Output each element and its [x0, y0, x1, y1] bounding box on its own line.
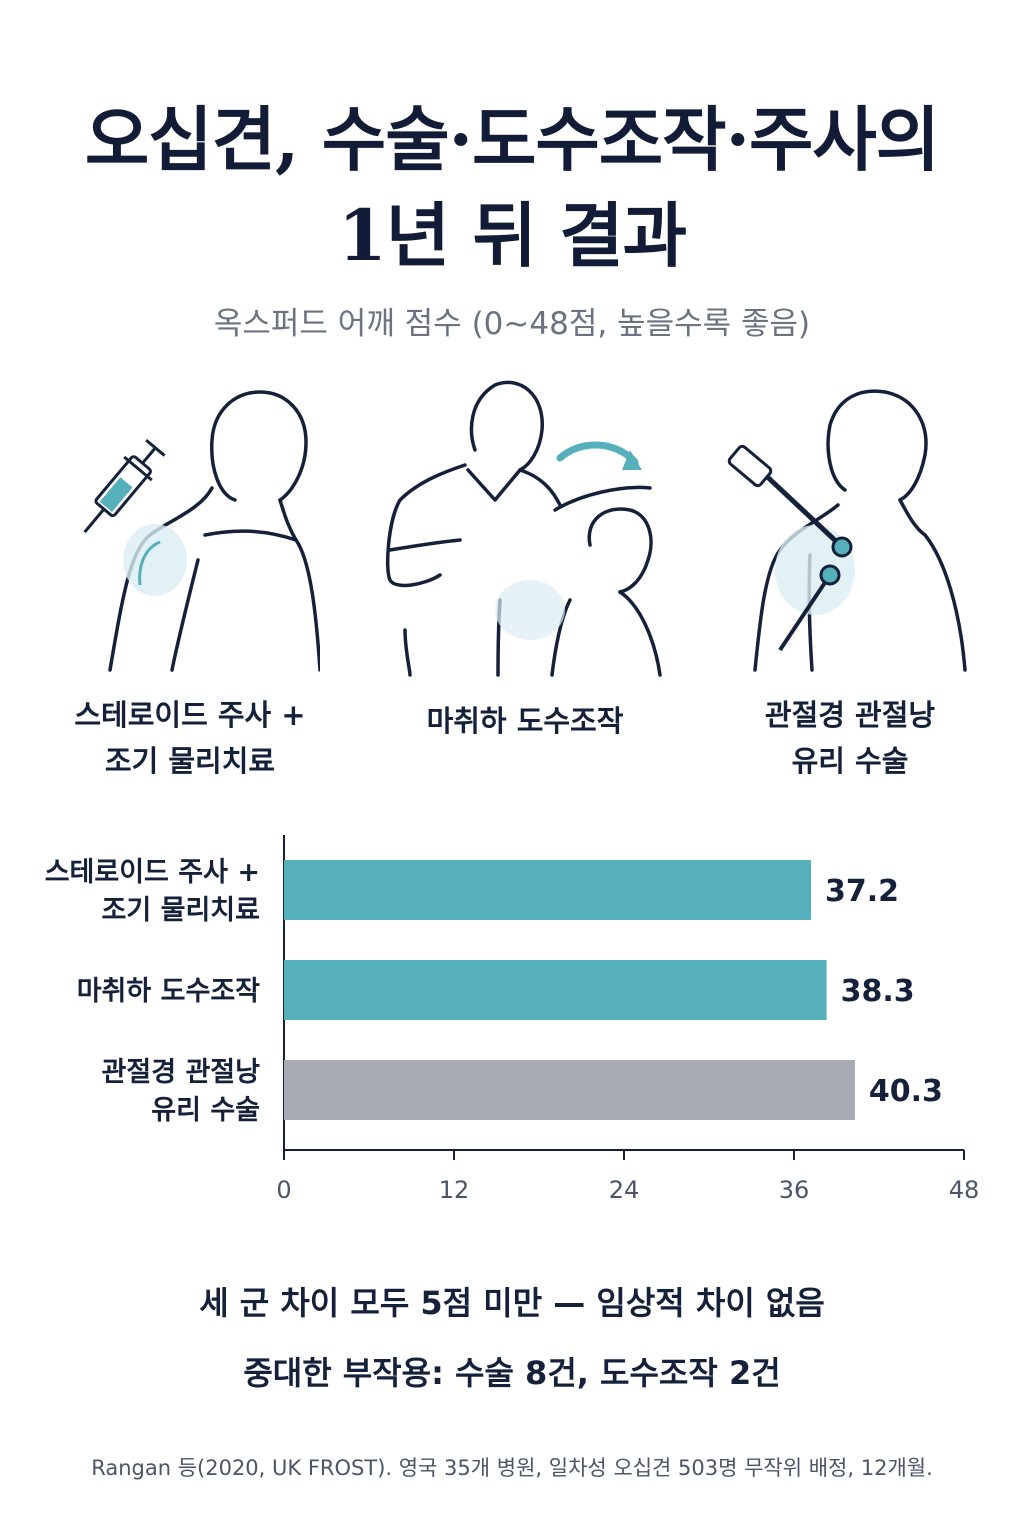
syringe-shoulder-icon [83, 390, 320, 672]
label-line-1: 스테로이드 주사 + [74, 698, 306, 732]
x-tick-label: 0 [276, 1176, 291, 1204]
bar-value-label: 40.3 [869, 1074, 943, 1109]
subtitle: 옥스퍼드 어깨 점수 (0~48점, 높을수록 좋음) [213, 306, 811, 342]
category-label: 마취하 도수조작 [77, 976, 260, 1007]
source-citation: Rangan 등(2020, UK FROST). 영국 35개 병원, 일차성… [91, 1456, 933, 1480]
manipulation-icon [385, 380, 662, 677]
title-line-1: 오십견, 수술·도수조작·주사의 [84, 98, 940, 181]
illustration-label-manipulation: 마취하 도수조작 [365, 698, 685, 744]
bar-chart: 0 12 24 36 48 37.2 스테로이드 주사 + 조기 물리치료 38.3 마취하 도수… [45, 835, 980, 1204]
summary-line-2: 중대한 부작용: 수술 8건, 도수조작 2건 [243, 1354, 781, 1392]
illustration-label-arthroscopy: 관절경 관절낭 유리 수술 [690, 692, 1010, 784]
bar-value-label: 38.3 [841, 974, 915, 1009]
x-tick-label: 36 [779, 1176, 810, 1204]
illustration-label-injection: 스테로이드 주사 + 조기 물리치료 [30, 692, 350, 784]
label-line-2: 유리 수술 [791, 744, 909, 778]
category-label: 유리 수술 [151, 1095, 260, 1126]
bar [284, 1060, 855, 1120]
label-line-2: 조기 물리치료 [104, 744, 276, 778]
x-tick-label: 48 [949, 1176, 980, 1204]
x-tick-label: 12 [439, 1176, 470, 1204]
bar [284, 960, 827, 1020]
category-label: 관절경 관절낭 [102, 1057, 261, 1088]
bar [284, 860, 811, 920]
category-label: 스테로이드 주사 + [45, 857, 260, 888]
page-title: 오십견, 수술·도수조작·주사의 1년 뒤 결과 [0, 92, 1024, 284]
title-line-2: 1년 뒤 결과 [337, 194, 687, 277]
label-line-1: 관절경 관절낭 [764, 698, 936, 732]
x-tick-label: 24 [609, 1176, 640, 1204]
summary-line-1: 세 군 차이 모두 5점 미만 — 임상적 차이 없음 [199, 1284, 825, 1322]
label-line-1: 마취하 도수조작 [426, 704, 624, 738]
bar-value-label: 37.2 [825, 874, 899, 909]
category-label: 조기 물리치료 [102, 895, 260, 926]
arthroscope-icon [727, 389, 967, 672]
